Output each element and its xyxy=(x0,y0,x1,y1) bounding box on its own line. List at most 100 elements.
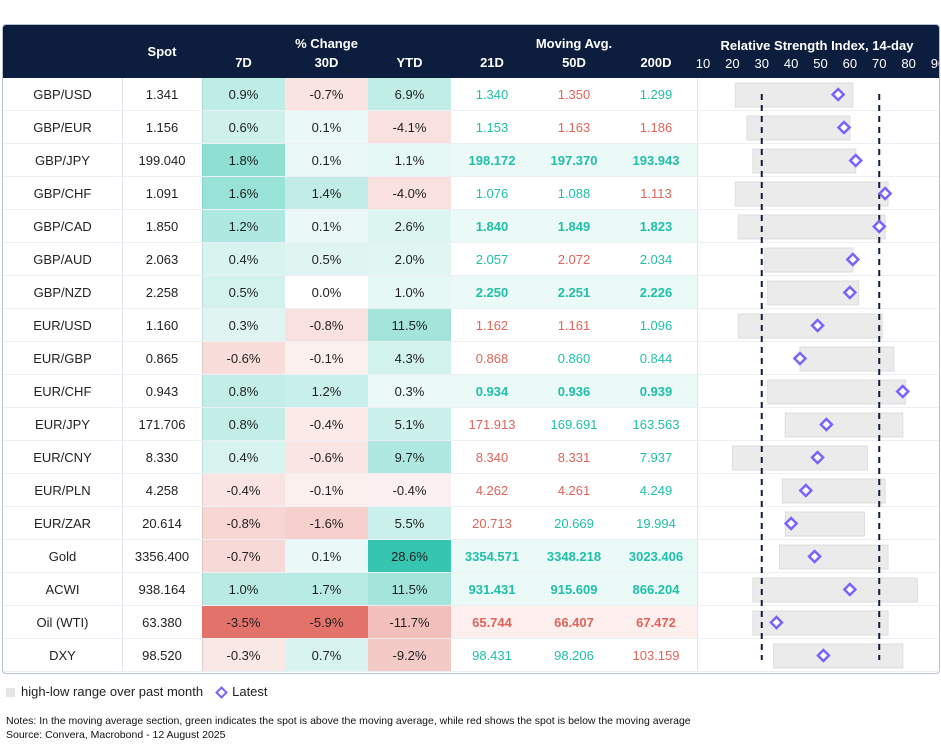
rsi-range-bar xyxy=(778,544,889,570)
ma-50d: 1.163 xyxy=(557,120,591,135)
rsi-tick-label: 70 xyxy=(872,56,887,71)
instrument-name: ACWI xyxy=(3,573,123,606)
diamond-icon xyxy=(215,686,228,699)
change-7d: -0.7% xyxy=(202,540,285,573)
column-separator xyxy=(697,573,698,606)
change-7d: 0.4% xyxy=(202,243,285,276)
change-7d: 0.6% xyxy=(202,111,285,144)
ma-200d: 163.563 xyxy=(632,417,680,432)
row-divider xyxy=(3,440,939,441)
instrument-name: GBP/JPY xyxy=(3,144,123,177)
column-separator xyxy=(697,606,698,639)
instrument-name: EUR/USD xyxy=(3,309,123,342)
table-row: EUR/CNY 8.330 0.4% -0.6% 9.7% 8.340 8.331 7.937 xyxy=(3,441,939,474)
table-row: GBP/CHF 1.091 1.6% 1.4% -4.0% 1.076 1.088 1.113 xyxy=(3,177,939,210)
change-30d: -0.7% xyxy=(285,78,368,111)
ma-200d: 1.299 xyxy=(639,87,673,102)
instrument-name: GBP/AUD xyxy=(3,243,123,276)
header-200d: 200D xyxy=(640,55,672,70)
rsi-latest-marker xyxy=(830,87,846,102)
ma-50d: 0.936 xyxy=(557,384,591,399)
ma-50d: 2.072 xyxy=(557,252,591,267)
ma-50d: 1.088 xyxy=(557,186,591,201)
rsi-tick-label: 50 xyxy=(813,56,828,71)
table-row: EUR/PLN 4.258 -0.4% -0.1% -0.4% 4.262 4.261 4.2… xyxy=(3,474,939,507)
rsi-latest-marker xyxy=(895,384,911,399)
column-separator xyxy=(697,210,698,243)
header-moving-avg: Moving Avg. xyxy=(535,36,613,51)
table-row: GBP/AUD 2.063 0.4% 0.5% 2.0% 2.057 2.072 2.034 xyxy=(3,243,939,276)
rsi-latest-marker xyxy=(819,417,834,432)
ma-21d: 931.431 xyxy=(468,582,516,597)
table-row: Oil (WTI) 63.380 -3.5% -5.9% -11.7% 65.744 66.… xyxy=(3,606,939,639)
ma-50d: 4.261 xyxy=(557,483,591,498)
change-30d: -0.4% xyxy=(285,408,368,441)
rsi-tick-label: 90 xyxy=(930,56,939,71)
row-divider xyxy=(3,275,939,276)
rsi-latest-marker xyxy=(798,483,814,498)
rsi-latest-marker xyxy=(848,153,864,168)
rsi-range-bar xyxy=(737,214,886,240)
table-row: ACWI 938.164 1.0% 1.7% 11.5% 931.431 915.609 86… xyxy=(3,573,939,606)
table-row: EUR/ZAR 20.614 -0.8% -1.6% 5.5% 20.713 20.669 1… xyxy=(3,507,939,540)
ma-200d: 4.249 xyxy=(639,483,673,498)
change-30d: -0.8% xyxy=(285,309,368,342)
rsi-tick-label: 30 xyxy=(754,56,769,71)
ma-50d: 66.407 xyxy=(554,615,594,630)
table-row: GBP/USD 1.341 0.9% -0.7% 6.9% 1.340 1.350 1.299 xyxy=(3,78,939,111)
ma-50d: 197.370 xyxy=(550,153,598,168)
ma-21d: 20.713 xyxy=(472,516,512,531)
ma-21d: 1.840 xyxy=(475,219,509,234)
spot-value: 3356.400 xyxy=(122,540,203,573)
change-30d: 0.1% xyxy=(285,144,368,177)
row-divider xyxy=(3,539,939,540)
fx-dashboard-table: Spot % Change 7D 30D YTD Moving Avg. 21D… xyxy=(2,24,940,674)
spot-value: 1.091 xyxy=(122,177,203,210)
rsi-latest-marker xyxy=(871,219,887,234)
change-ytd: 11.5% xyxy=(368,573,451,606)
ma-highlight-band xyxy=(451,606,697,639)
change-30d: 0.1% xyxy=(285,111,368,144)
table-row: EUR/CHF 0.943 0.8% 1.2% 0.3% 0.934 0.936 0.939 xyxy=(3,375,939,408)
row-divider xyxy=(3,407,939,408)
ma-21d: 198.172 xyxy=(468,153,516,168)
rsi-range-bar xyxy=(752,148,857,174)
change-ytd: 1.0% xyxy=(368,276,451,309)
ma-50d: 1.161 xyxy=(557,318,591,333)
change-ytd: -4.1% xyxy=(368,111,451,144)
rsi-latest-marker xyxy=(807,549,822,564)
change-30d: 0.0% xyxy=(285,276,368,309)
spot-value: 4.258 xyxy=(122,474,203,507)
rsi-range-bar xyxy=(784,412,904,438)
ma-21d: 0.934 xyxy=(475,384,509,399)
ma-50d: 0.860 xyxy=(557,351,591,366)
column-separator xyxy=(697,276,698,309)
table-row: EUR/JPY 171.706 0.8% -0.4% 5.1% 171.913 169.69… xyxy=(3,408,939,441)
change-ytd: 5.1% xyxy=(368,408,451,441)
spot-value: 0.865 xyxy=(122,342,203,375)
change-30d: -0.1% xyxy=(285,342,368,375)
change-ytd: 9.7% xyxy=(368,441,451,474)
ma-200d: 1.113 xyxy=(640,186,672,201)
table-header: Spot % Change 7D 30D YTD Moving Avg. 21D… xyxy=(3,25,939,78)
table-row: GBP/EUR 1.156 0.6% 0.1% -4.1% 1.153 1.163 1.186 xyxy=(3,111,939,144)
change-ytd: 5.5% xyxy=(368,507,451,540)
ma-200d: 1.096 xyxy=(639,318,673,333)
change-ytd: 0.3% xyxy=(368,375,451,408)
change-30d: 1.4% xyxy=(285,177,368,210)
change-ytd: 11.5% xyxy=(368,309,451,342)
change-7d: 0.5% xyxy=(202,276,285,309)
column-separator xyxy=(697,441,698,474)
rsi-tick-label: 10 xyxy=(695,56,711,71)
change-30d: 1.2% xyxy=(285,375,368,408)
spot-value: 2.063 xyxy=(122,243,203,276)
instrument-name: GBP/NZD xyxy=(3,276,123,309)
rsi-range-bar xyxy=(737,313,883,339)
rsi-range-bar xyxy=(781,478,886,504)
ma-50d: 98.206 xyxy=(554,648,594,663)
table-row: DXY 98.520 -0.3% 0.7% -9.2% 98.431 98.206 103.1… xyxy=(3,639,939,672)
instrument-name: GBP/EUR xyxy=(3,111,123,144)
spot-value: 1.341 xyxy=(122,78,203,111)
rsi-tick-label: 80 xyxy=(901,56,916,71)
row-divider xyxy=(3,242,939,243)
